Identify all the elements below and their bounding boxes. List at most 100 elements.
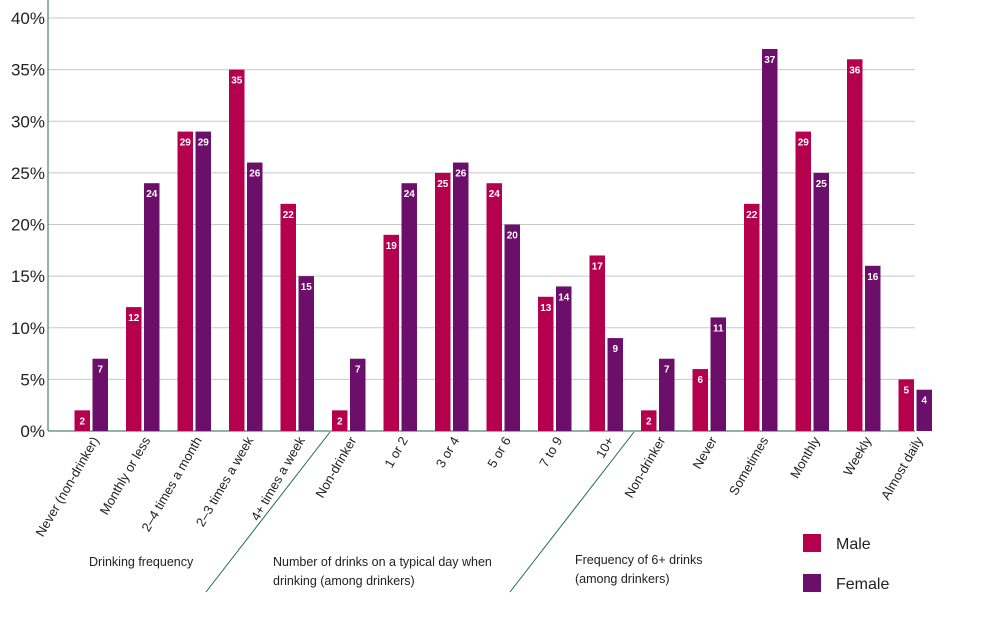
x-tick-label: 10+ xyxy=(593,434,617,461)
x-tick-label: 3 or 4 xyxy=(433,434,463,470)
y-tick-label: 5% xyxy=(20,370,45,389)
bar-male xyxy=(435,172,451,431)
data-label-female: 26 xyxy=(455,169,467,180)
data-label-male: 24 xyxy=(489,189,501,200)
data-label-male: 29 xyxy=(180,138,192,149)
bar-female xyxy=(195,131,211,431)
bar-female xyxy=(92,358,108,431)
bar-female xyxy=(504,224,520,431)
group-divider xyxy=(509,431,635,593)
bar-male xyxy=(898,379,914,431)
y-tick-label: 0% xyxy=(20,422,45,441)
data-label-female: 20 xyxy=(507,231,519,242)
x-tick-label: 5 or 6 xyxy=(484,434,514,470)
data-label-female: 25 xyxy=(816,179,828,190)
bar-female xyxy=(710,317,726,431)
x-tick-label: Never (non-drinker) xyxy=(33,434,102,539)
data-label-male: 29 xyxy=(798,138,810,149)
x-tick-label: Almost daily xyxy=(878,434,926,503)
data-label-male: 36 xyxy=(849,65,861,76)
data-label-female: 37 xyxy=(764,55,776,66)
bar-male xyxy=(332,410,348,431)
data-label-female: 11 xyxy=(713,323,724,334)
data-label-female: 7 xyxy=(355,365,361,376)
data-label-female: 24 xyxy=(404,189,416,200)
data-label-female: 15 xyxy=(301,282,313,293)
group-label: (among drinkers) xyxy=(575,572,669,586)
data-label-female: 9 xyxy=(612,344,618,355)
data-label-male: 2 xyxy=(79,416,85,427)
y-tick-label: 25% xyxy=(11,164,45,183)
legend-swatch xyxy=(803,574,821,592)
bar-female xyxy=(607,338,623,431)
y-tick-label: 30% xyxy=(11,112,45,131)
data-label-male: 13 xyxy=(540,303,552,314)
data-label-female: 4 xyxy=(921,396,927,407)
legend-label: Female xyxy=(836,576,889,593)
bar-female xyxy=(865,265,881,431)
x-tick-label: Monthly xyxy=(787,434,823,481)
legend-swatch xyxy=(803,534,821,552)
data-label-female: 14 xyxy=(558,292,570,303)
bar-female xyxy=(453,162,469,432)
bar-male xyxy=(486,183,502,431)
bar-male xyxy=(641,410,657,431)
y-tick-label: 40% xyxy=(11,9,45,28)
legend: Male Female xyxy=(803,534,889,593)
group-label: Number of drinks on a typical day when xyxy=(273,555,492,569)
y-tick-label: 15% xyxy=(11,267,45,286)
data-label-male: 5 xyxy=(903,385,909,396)
bar-male xyxy=(177,131,193,431)
bar-female xyxy=(298,276,314,431)
x-tick-label: 1 or 2 xyxy=(381,434,411,470)
bar-male xyxy=(692,369,708,431)
bar-male xyxy=(795,131,811,431)
data-label-male: 35 xyxy=(231,76,243,87)
bar-female xyxy=(659,358,675,431)
y-tick-label: 20% xyxy=(11,216,45,235)
bar-female xyxy=(401,183,417,431)
bar-male xyxy=(280,203,296,431)
y-tick-label: 10% xyxy=(11,319,45,338)
data-label-male: 2 xyxy=(337,416,343,427)
bar-male xyxy=(589,255,605,431)
x-tick-label: 2–3 times a week xyxy=(193,434,257,530)
data-label-male: 22 xyxy=(283,210,295,221)
bar-male xyxy=(847,59,863,432)
group-label: Drinking frequency xyxy=(89,555,194,569)
x-tick-label: Non-drinker xyxy=(621,433,668,500)
group-labels: Drinking frequency Number of drinks on a … xyxy=(89,553,703,588)
group-dividers xyxy=(205,431,635,593)
x-tick-label: 7 to 9 xyxy=(536,434,565,470)
bar-male xyxy=(126,307,142,431)
x-tick-label: Non-drinker xyxy=(312,433,359,500)
data-label-male: 6 xyxy=(697,375,703,386)
bar-female xyxy=(762,48,778,431)
bar-female xyxy=(813,172,829,431)
data-label-male: 22 xyxy=(746,210,758,221)
x-tick-label: Monthly or less xyxy=(97,434,154,518)
data-label-male: 2 xyxy=(646,416,652,427)
x-tick-label: 4+ times a week xyxy=(248,434,308,524)
data-label-female: 26 xyxy=(249,169,261,180)
data-label-male: 17 xyxy=(592,261,604,272)
data-label-male: 25 xyxy=(437,179,449,190)
bar-male xyxy=(229,69,245,431)
y-axis: 0% 5% 10% 15% 20% 25% 30% 35% 40% xyxy=(11,0,49,441)
x-tick-label: Weekly xyxy=(840,434,874,479)
bar-female xyxy=(350,358,366,431)
group-label: drinking (among drinkers) xyxy=(273,574,415,588)
data-label-female: 16 xyxy=(867,272,879,283)
legend-label: Male xyxy=(836,536,871,553)
data-label-male: 19 xyxy=(386,241,398,252)
group-divider xyxy=(205,431,331,593)
group-label: Frequency of 6+ drinks xyxy=(575,553,703,567)
data-label-female: 29 xyxy=(198,138,210,149)
y-tick-label: 35% xyxy=(11,61,45,80)
bar-female xyxy=(247,162,263,432)
x-tick-label: Sometimes xyxy=(726,434,772,498)
bar-female xyxy=(916,389,932,431)
